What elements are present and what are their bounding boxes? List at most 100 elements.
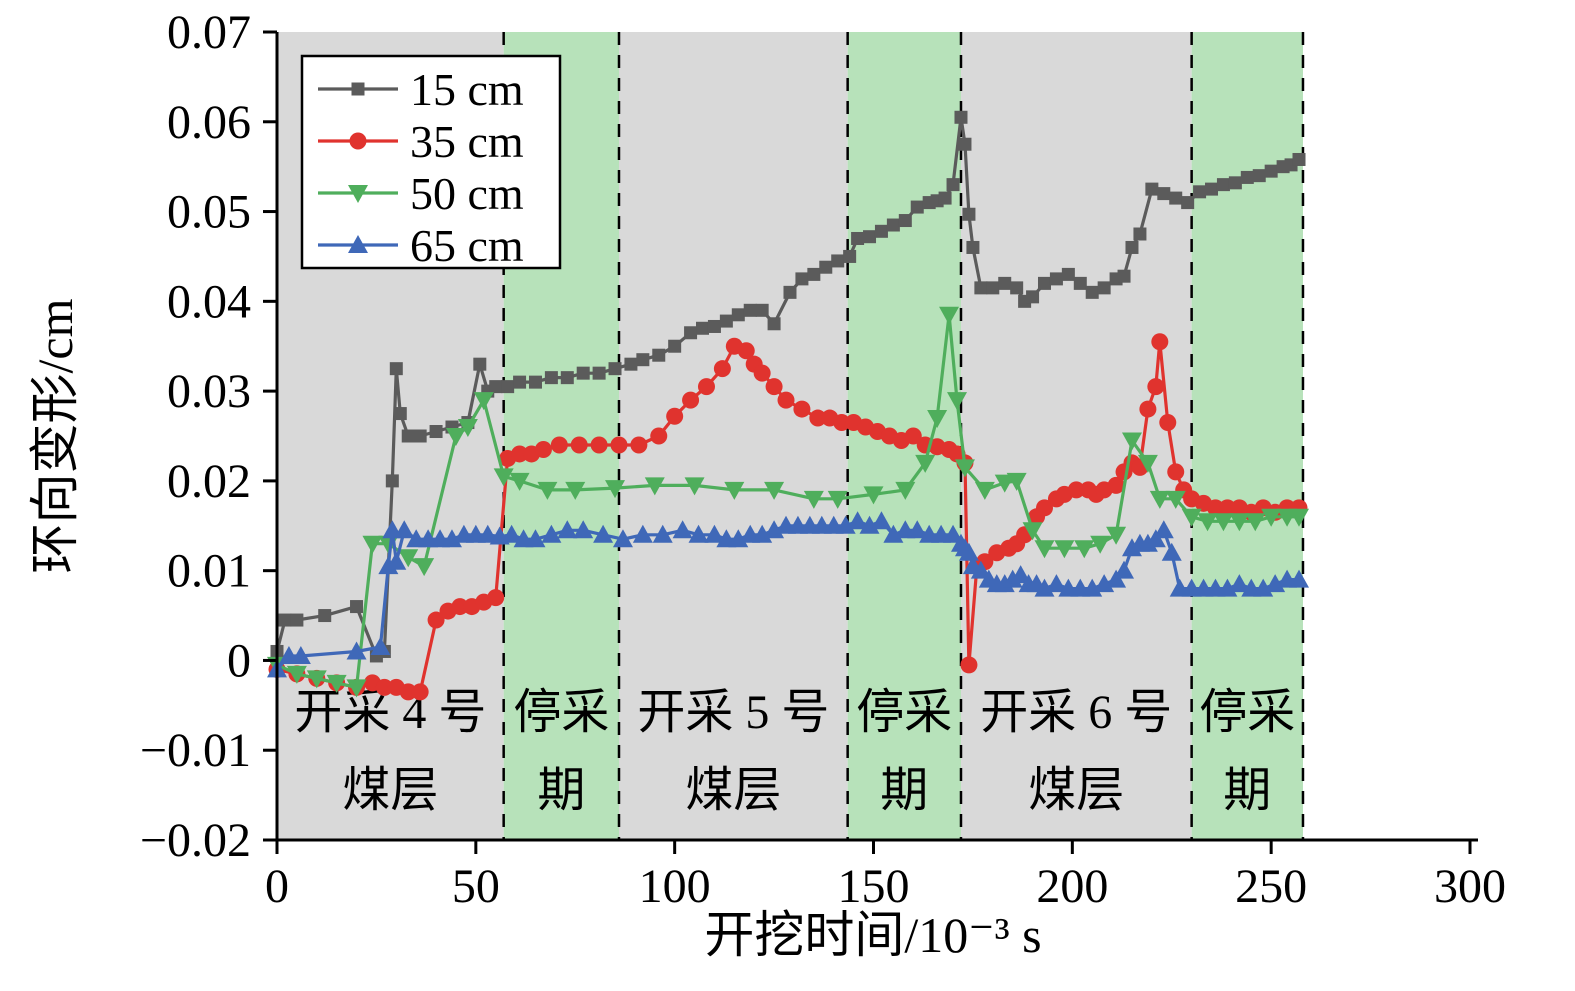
circle-marker [1159,414,1177,432]
circle-marker [809,409,827,427]
square-marker [401,429,415,443]
circle-marker [697,378,715,396]
x-tick-label: 200 [1036,860,1108,913]
triangle-down-marker [1261,508,1282,527]
circle-marker [713,360,731,378]
square-marker [624,357,638,371]
triangle-down-marker [974,481,995,500]
triangle-down-marker [764,481,785,500]
triangle-down-marker [1054,540,1075,559]
triangle-up-marker [593,524,614,543]
triangle-up-marker [1289,569,1310,588]
x-tick-label: 250 [1235,860,1307,913]
circle-marker [650,427,668,445]
triangle-down-marker [947,392,968,411]
triangle-down-marker [605,480,626,499]
legend-label: 50 cm [410,168,524,219]
triangle-up-marker [958,542,979,561]
triangle-down-marker [684,477,705,496]
circle-marker [1147,378,1165,396]
square-marker [743,303,757,317]
square-marker [831,254,845,268]
triangle-down-marker [326,674,347,693]
triangle-down-marker [509,472,530,491]
square-marker [389,362,403,376]
triangle-down-marker [493,468,514,487]
square-marker [863,230,877,244]
phase-label: 期 [880,764,928,817]
square-marker [958,137,972,151]
square-marker [966,240,980,254]
square-marker [843,249,857,263]
square-marker [1252,169,1266,183]
square-marker [1097,281,1111,295]
square-marker [473,357,487,371]
square-marker [807,267,821,281]
square-marker [1292,152,1306,166]
circle-marker [904,427,922,445]
square-marker [696,321,710,335]
square-marker [544,371,558,385]
triangle-up-marker [1161,542,1182,561]
legend-label: 15 cm [410,64,524,115]
circle-marker [511,445,529,463]
y-tick-label: −0.01 [140,724,251,777]
triangle-down-marker [939,306,960,325]
y-tick-label: 0.02 [167,455,251,508]
square-marker [1264,164,1278,178]
square-marker [668,339,682,353]
circle-marker [960,656,978,674]
square-marker [1085,285,1099,299]
circle-marker [666,407,684,425]
triangle-down-marker [362,535,383,554]
circle-marker [550,436,568,454]
circle-marker [610,436,628,454]
triangle-down-marker [1121,432,1142,451]
phase-label: 开采 5 号 [637,686,829,739]
square-marker [318,609,332,623]
square-marker [819,260,833,274]
square-marker [962,207,976,221]
phase-label: 停采 [513,686,609,739]
circle-marker [1167,463,1185,481]
triangle-down-marker [286,665,307,684]
circle-marker [590,436,608,454]
phase-label: 开采 6 号 [980,686,1172,739]
series-15cm [270,110,1306,663]
phase-label: 停采 [1199,686,1295,739]
legend-label: 35 cm [410,116,524,167]
square-marker [592,366,606,380]
phase-label: 停采 [856,686,952,739]
square-marker [350,600,364,614]
square-marker [1240,170,1254,184]
triangle-down-marker [1289,508,1310,527]
y-tick-label: 0.03 [167,365,251,418]
square-marker [719,314,733,328]
series-line [275,115,1300,658]
circle-marker [1151,333,1169,351]
square-marker [731,308,745,322]
square-marker [576,366,590,380]
triangle-up-marker [290,645,311,664]
triangle-up-marker [1046,574,1067,593]
x-tick-label: 50 [452,860,500,913]
square-marker [910,200,924,214]
triangle-down-marker [1090,535,1111,554]
triangle-up-marker [557,520,578,539]
y-axis-label: 环向变形/cm [27,298,83,573]
triangle-down-marker [863,486,884,505]
square-marker [351,82,365,96]
triangle-down-marker [954,459,975,478]
square-marker [1125,240,1139,254]
y-tick-label: 0.01 [167,545,251,598]
circle-marker [737,342,755,360]
triangle-down-marker [927,410,948,429]
triangle-up-marker [943,524,964,543]
circle-marker [1035,499,1053,517]
triangle-down-marker [1149,490,1170,509]
triangle-down-marker [915,454,936,473]
triangle-up-marker [346,641,367,660]
square-marker [1049,272,1063,286]
y-tick-label: −0.02 [140,814,251,867]
